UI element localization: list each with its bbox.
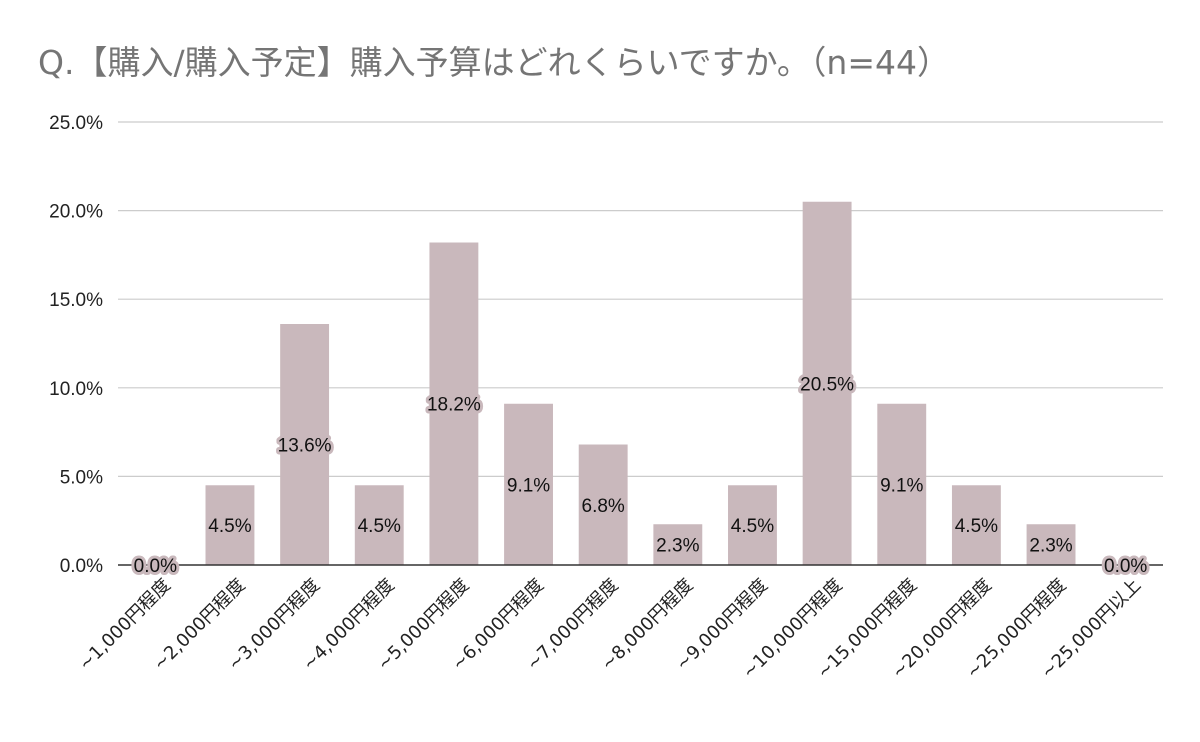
bar [802, 201, 852, 566]
data-label: 2.3% [1029, 536, 1072, 557]
bar [1026, 524, 1076, 565]
y-tick-label: 0.0% [60, 556, 103, 577]
bar [653, 524, 703, 565]
y-tick-label: 5.0% [60, 467, 103, 488]
bar [877, 403, 927, 565]
bar [280, 324, 330, 565]
bar [728, 485, 777, 565]
data-label: 9.1% [880, 475, 923, 496]
data-label: 9.1% [507, 475, 550, 496]
data-label: 4.5% [731, 516, 774, 537]
data-label: 0.0% [134, 556, 177, 577]
data-label: 4.5% [208, 516, 251, 537]
bar [951, 485, 1001, 565]
y-tick-label: 20.0% [49, 202, 103, 223]
bars [205, 201, 1076, 566]
data-label: 4.5% [955, 516, 998, 537]
data-label: 6.8% [582, 496, 625, 517]
data-label: 0.0% [1104, 556, 1147, 577]
bar [205, 485, 255, 565]
bar [578, 444, 628, 565]
y-axis: 0.0% 5.0% 10.0% 15.0% 20.0% 25.0% [49, 113, 103, 577]
data-label: 13.6% [278, 436, 332, 457]
data-label: 20.5% [800, 374, 854, 395]
data-label: 2.3% [656, 536, 699, 557]
data-label: 18.2% [427, 395, 481, 416]
x-axis: ~1,000円程度~2,000円程度~3,000円程度~4,000円程度~5,0… [75, 575, 1146, 683]
y-tick-label: 25.0% [49, 113, 103, 134]
y-tick-label: 10.0% [49, 379, 103, 400]
y-tick-label: 15.0% [49, 290, 103, 311]
bar [354, 485, 404, 565]
bar [504, 403, 553, 565]
chart-title: Q.【購入/購入予定】購入予算はどれくらいですか。（n=44） [38, 43, 950, 82]
data-label: 4.5% [358, 516, 401, 537]
data-labels: 0.0% 4.5% 13.6% 4.5% 18.2% 9.1% 6.8% 2.3% 4.5% 20… [131, 371, 1151, 580]
bar [429, 242, 479, 565]
gridlines [118, 121, 1163, 477]
